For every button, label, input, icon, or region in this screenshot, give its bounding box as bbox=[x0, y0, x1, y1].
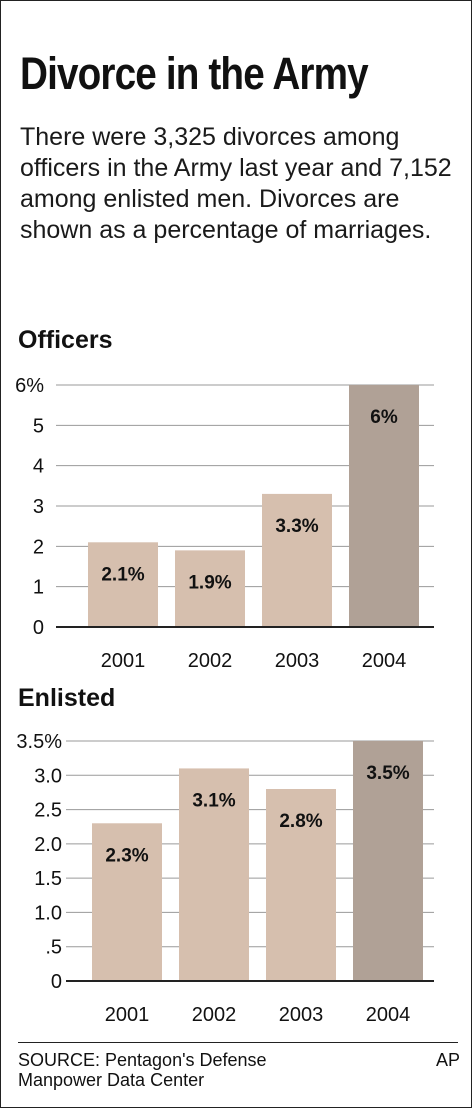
officers-x-tick-label: 2001 bbox=[101, 650, 146, 672]
officers-x-tick-label: 2004 bbox=[362, 650, 407, 672]
enlisted-x-tick-label: 2003 bbox=[279, 1004, 324, 1026]
officers-data-label: 3.3% bbox=[275, 516, 318, 537]
officers-x-tick-label: 2003 bbox=[275, 650, 320, 672]
source-line-1: SOURCE: Pentagon's Defense bbox=[18, 1050, 267, 1070]
enlisted-chart-title: Enlisted bbox=[18, 684, 116, 712]
enlisted-y-tick-label: 1.0 bbox=[34, 902, 62, 924]
officers-y-tick-label: 5 bbox=[33, 415, 44, 437]
officers-y-tick-label: 6% bbox=[15, 375, 44, 397]
officers-y-tick-label: 0 bbox=[33, 617, 44, 639]
officers-x-tick-label: 2002 bbox=[188, 650, 233, 672]
enlisted-y-tick-label: 2.0 bbox=[34, 834, 62, 856]
credit-ap: AP bbox=[435, 1050, 460, 1070]
officers-bar-2001 bbox=[88, 542, 158, 627]
officers-data-label: 2.1% bbox=[101, 564, 144, 585]
enlisted-y-tick-label: 1.5 bbox=[34, 868, 62, 890]
officers-bar-2004 bbox=[349, 385, 419, 627]
officers-data-label: 6% bbox=[370, 407, 398, 428]
officers-data-label: 1.9% bbox=[188, 572, 231, 593]
enlisted-bar-chart: 0 .5 1.0 1.5 2.0 2.5 3.0 3.5% 2.3% 2001 3.1% 2002 2.… bbox=[16, 731, 434, 1026]
officers-y-tick-label: 1 bbox=[33, 577, 44, 599]
enlisted-x-tick-label: 2001 bbox=[105, 1004, 150, 1026]
officers-y-tick-label: 3 bbox=[33, 496, 44, 518]
enlisted-bar-2001 bbox=[92, 823, 162, 981]
enlisted-bar-2003 bbox=[266, 789, 336, 981]
enlisted-y-tick-label: 0 bbox=[51, 971, 62, 993]
enlisted-y-tick-label: .5 bbox=[45, 937, 62, 959]
officers-chart-title: Officers bbox=[18, 326, 113, 354]
source-line-2: Manpower Data Center bbox=[18, 1070, 205, 1090]
enlisted-y-tick-label: 2.5 bbox=[34, 800, 62, 822]
officers-y-tick-label: 2 bbox=[33, 536, 44, 558]
footer-divider bbox=[18, 1042, 458, 1043]
enlisted-data-label: 2.3% bbox=[105, 845, 148, 866]
enlisted-bar-2002 bbox=[179, 768, 249, 981]
enlisted-x-tick-label: 2002 bbox=[192, 1004, 237, 1026]
enlisted-data-label: 3.5% bbox=[366, 763, 409, 784]
enlisted-y-tick-label: 3.5% bbox=[16, 731, 62, 753]
enlisted-bar-2004 bbox=[353, 741, 423, 981]
graphic-subtitle: There were 3,325 divorces among officers… bbox=[20, 123, 452, 244]
enlisted-data-label: 2.8% bbox=[279, 811, 322, 832]
enlisted-x-tick-label: 2004 bbox=[366, 1004, 411, 1026]
enlisted-y-tick-label: 3.0 bbox=[34, 765, 62, 787]
officers-bar-2003 bbox=[262, 493, 332, 627]
enlisted-data-label: 3.1% bbox=[192, 790, 235, 811]
officers-bar-chart: 0 1 2 3 4 5 6% 2.1% 2001 1.9% 2002 3.3% 2003 6% 2004 bbox=[15, 375, 434, 672]
officers-bar-2002 bbox=[175, 550, 245, 627]
officers-y-tick-label: 4 bbox=[33, 456, 44, 478]
graphic-title: Divorce in the Army bbox=[20, 48, 369, 99]
source-note: SOURCE: Pentagon's Defense Manpower Data… bbox=[18, 1050, 267, 1090]
